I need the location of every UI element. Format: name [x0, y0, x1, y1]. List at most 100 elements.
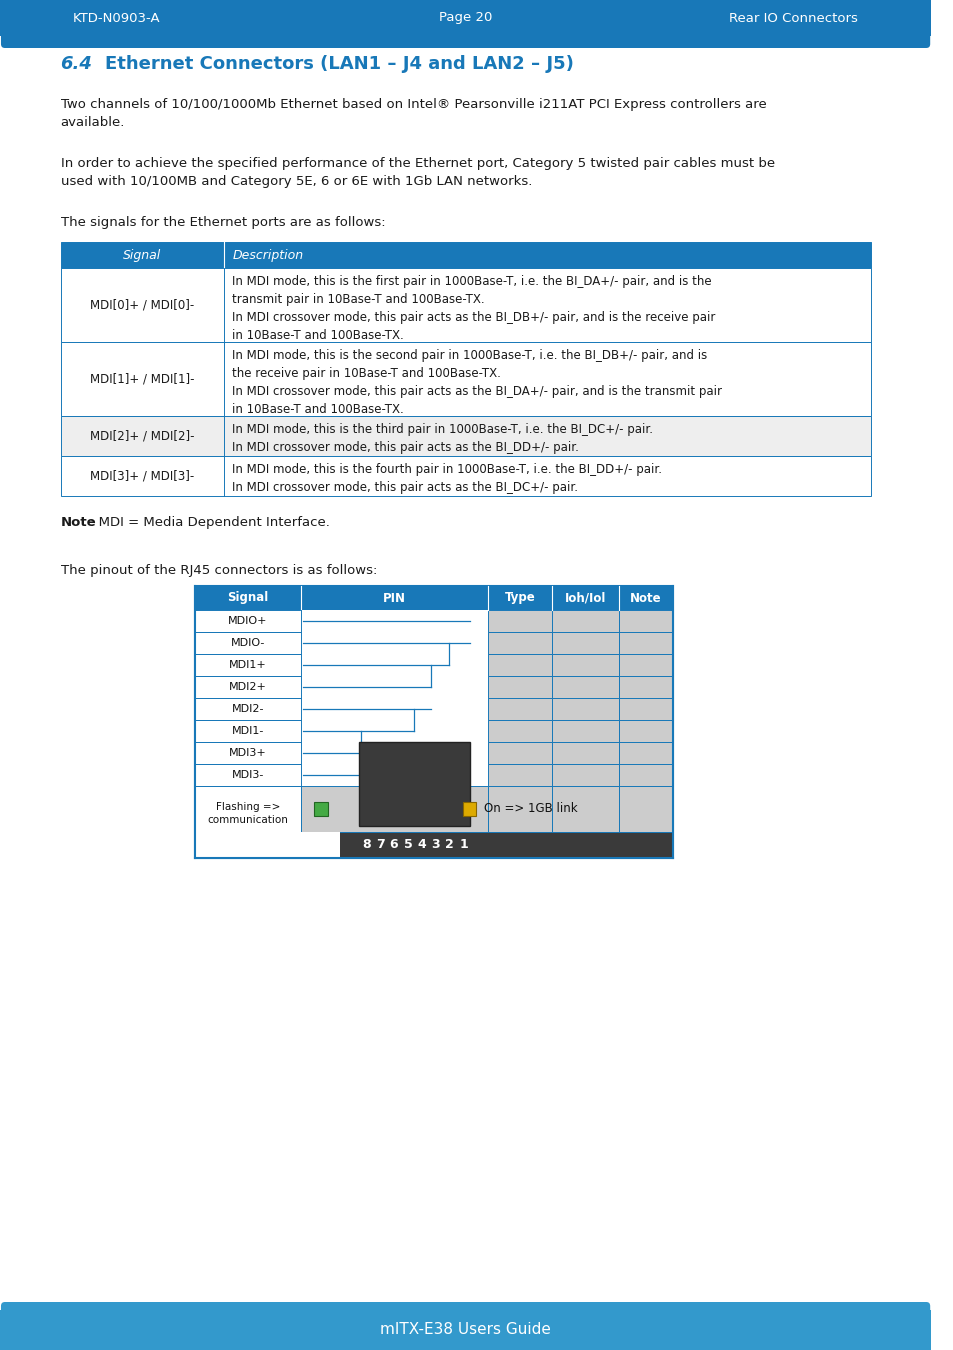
Text: KTD-N0903-A: KTD-N0903-A [73, 12, 161, 24]
Bar [552, 743, 618, 764]
Text: MDI[0]+ / MDI[0]-: MDI[0]+ / MDI[0]- [91, 298, 194, 312]
Text: 4: 4 [417, 838, 426, 852]
Text: In MDI mode, this is the second pair in 1000Base-T, i.e. the BI_DB+/- pair, and : In MDI mode, this is the second pair in … [233, 350, 721, 416]
Bar [462, 802, 476, 815]
Bar [618, 698, 673, 720]
Bar [0, 0, 930, 36]
Bar [195, 586, 673, 859]
Bar [300, 786, 488, 832]
Bar [552, 653, 618, 676]
Bar [0, 1310, 930, 1350]
Bar [314, 802, 328, 815]
Bar [195, 698, 300, 720]
Bar [195, 632, 300, 653]
Bar [60, 269, 870, 342]
Bar [552, 720, 618, 743]
Bar [552, 786, 618, 832]
Text: On => 1GB link: On => 1GB link [483, 802, 578, 815]
Text: MDI1-: MDI1- [232, 726, 264, 736]
Text: The signals for the Ethernet ports are as follows:: The signals for the Ethernet ports are a… [60, 216, 385, 230]
Bar [359, 743, 470, 826]
Text: 3: 3 [431, 838, 439, 852]
Text: MDI3+: MDI3+ [229, 748, 267, 757]
Text: 7: 7 [375, 838, 384, 852]
Text: Signal: Signal [123, 248, 161, 262]
Bar [195, 720, 300, 743]
Bar [300, 698, 488, 720]
Text: Signal: Signal [227, 591, 268, 605]
Text: Ioh/Iol: Ioh/Iol [564, 591, 606, 605]
Text: MDI3-: MDI3- [232, 769, 264, 780]
Bar [300, 720, 488, 743]
Bar [195, 653, 300, 676]
Text: PIN: PIN [382, 591, 405, 605]
Bar [488, 720, 552, 743]
Text: 1: 1 [458, 838, 467, 852]
Bar [618, 632, 673, 653]
Text: MDI2-: MDI2- [232, 703, 264, 714]
Text: Rear IO Connectors: Rear IO Connectors [728, 12, 857, 24]
Text: In MDI mode, this is the first pair in 1000Base-T, i.e. the BI_DA+/- pair, and i: In MDI mode, this is the first pair in 1… [233, 275, 715, 342]
Bar [60, 416, 870, 456]
Bar [60, 342, 870, 416]
Bar [60, 242, 870, 269]
Text: MDI1+: MDI1+ [229, 660, 267, 670]
Text: Note: Note [630, 591, 661, 605]
Bar [552, 610, 618, 632]
Text: Two channels of 10/100/1000Mb Ethernet based on Intel® Pearsonville i211AT PCI E: Two channels of 10/100/1000Mb Ethernet b… [60, 99, 765, 130]
Bar [300, 653, 488, 676]
Bar [300, 743, 488, 764]
Text: Page 20: Page 20 [438, 12, 492, 24]
Bar [552, 764, 618, 786]
Bar [618, 764, 673, 786]
Text: In MDI mode, this is the third pair in 1000Base-T, i.e. the BI_DC+/- pair.
In MD: In MDI mode, this is the third pair in 1… [233, 423, 653, 454]
Text: MDIO+: MDIO+ [228, 616, 268, 626]
Bar [195, 676, 300, 698]
Text: 8: 8 [361, 838, 370, 852]
FancyBboxPatch shape [1, 0, 929, 49]
Bar [195, 832, 339, 859]
Bar [488, 786, 552, 832]
Text: 5: 5 [403, 838, 412, 852]
Bar [300, 676, 488, 698]
Text: 2: 2 [445, 838, 454, 852]
Bar [552, 676, 618, 698]
Text: MDI[3]+ / MDI[3]-: MDI[3]+ / MDI[3]- [91, 470, 194, 482]
Bar [300, 764, 488, 786]
Bar [552, 698, 618, 720]
Text: mITX-E38 Users Guide: mITX-E38 Users Guide [379, 1323, 551, 1338]
Bar [488, 764, 552, 786]
Text: MDI[2]+ / MDI[2]-: MDI[2]+ / MDI[2]- [91, 429, 194, 443]
Text: communication: communication [207, 815, 288, 825]
Bar [195, 743, 300, 764]
Text: 6.4: 6.4 [60, 55, 92, 73]
Text: MDI2+: MDI2+ [229, 682, 267, 693]
Text: : MDI = Media Dependent Interface.: : MDI = Media Dependent Interface. [90, 516, 330, 529]
Text: In MDI mode, this is the fourth pair in 1000Base-T, i.e. the BI_DD+/- pair.
In M: In MDI mode, this is the fourth pair in … [233, 463, 661, 494]
Text: Type: Type [504, 591, 535, 605]
Bar [300, 632, 488, 653]
Bar [195, 786, 300, 832]
Bar [488, 676, 552, 698]
Bar [488, 698, 552, 720]
Bar [618, 653, 673, 676]
Bar [552, 632, 618, 653]
Bar [618, 676, 673, 698]
Text: MDIO-: MDIO- [231, 639, 265, 648]
Bar [488, 632, 552, 653]
FancyBboxPatch shape [1, 1301, 929, 1350]
Text: Description: Description [233, 248, 303, 262]
Bar [60, 456, 870, 495]
Text: The pinout of the RJ45 connectors is as follows:: The pinout of the RJ45 connectors is as … [60, 564, 376, 576]
Bar [195, 832, 673, 859]
Bar [195, 610, 300, 632]
Bar [488, 743, 552, 764]
Text: Note: Note [60, 516, 96, 529]
Bar [195, 764, 300, 786]
Text: Ethernet Connectors (LAN1 – J4 and LAN2 – J5): Ethernet Connectors (LAN1 – J4 and LAN2 … [105, 55, 574, 73]
Bar [618, 720, 673, 743]
Bar [488, 610, 552, 632]
Bar [618, 786, 673, 832]
Text: MDI[1]+ / MDI[1]-: MDI[1]+ / MDI[1]- [91, 373, 194, 386]
Bar [195, 586, 673, 610]
